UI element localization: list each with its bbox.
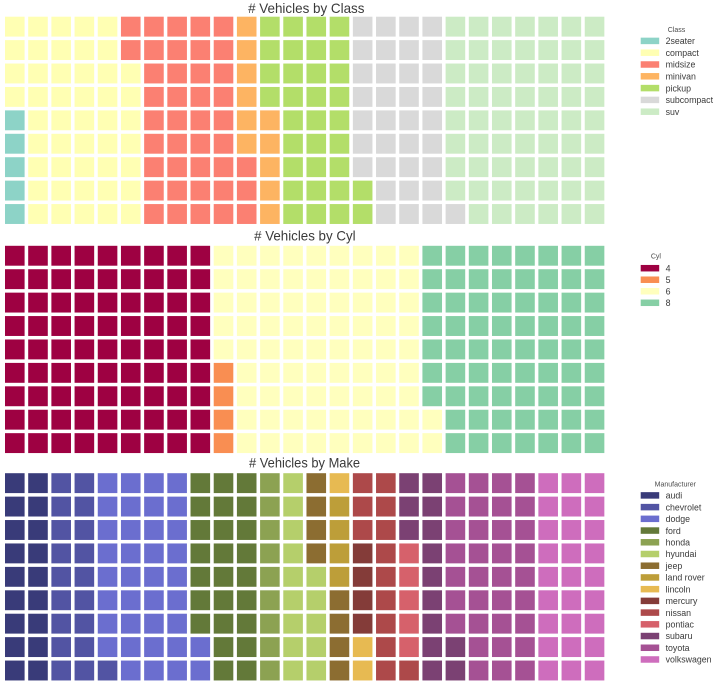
svg-text:suv: suv <box>666 107 680 117</box>
svg-text:5: 5 <box>666 275 671 285</box>
svg-text:lincoln: lincoln <box>666 584 691 594</box>
svg-text:# Vehicles by Cyl: # Vehicles by Cyl <box>254 228 356 244</box>
svg-text:hyundai: hyundai <box>666 549 697 559</box>
svg-text:jeep: jeep <box>665 561 683 571</box>
svg-text:nissan: nissan <box>666 608 692 618</box>
svg-text:6: 6 <box>666 286 671 296</box>
svg-text:mercury: mercury <box>666 596 698 606</box>
svg-text:4: 4 <box>666 263 671 273</box>
svg-text:chevrolet: chevrolet <box>666 502 702 512</box>
svg-text:audi: audi <box>666 491 683 501</box>
svg-text:toyota: toyota <box>666 643 690 653</box>
svg-text:volkswagen: volkswagen <box>666 655 712 665</box>
svg-text:subcompact: subcompact <box>666 95 714 105</box>
svg-text:midsize: midsize <box>666 60 696 70</box>
svg-text:dodge: dodge <box>666 514 691 524</box>
svg-text:8: 8 <box>666 298 671 308</box>
svg-text:# Vehicles by Class: # Vehicles by Class <box>248 0 364 16</box>
svg-text:pickup: pickup <box>666 83 692 93</box>
svg-text:minivan: minivan <box>666 72 696 82</box>
svg-text:2seater: 2seater <box>666 36 695 46</box>
svg-text:# Vehicles by Make: # Vehicles by Make <box>249 455 360 471</box>
svg-text:Cyl: Cyl <box>651 254 662 261</box>
svg-text:ford: ford <box>666 526 681 536</box>
svg-text:compact: compact <box>666 48 700 58</box>
svg-text:Manufacturer: Manufacturer <box>655 481 697 488</box>
svg-text:land rover: land rover <box>666 573 705 583</box>
svg-text:honda: honda <box>666 537 691 547</box>
svg-text:subaru: subaru <box>666 631 693 641</box>
svg-text:pontiac: pontiac <box>666 620 695 630</box>
svg-text:Class: Class <box>668 27 686 34</box>
